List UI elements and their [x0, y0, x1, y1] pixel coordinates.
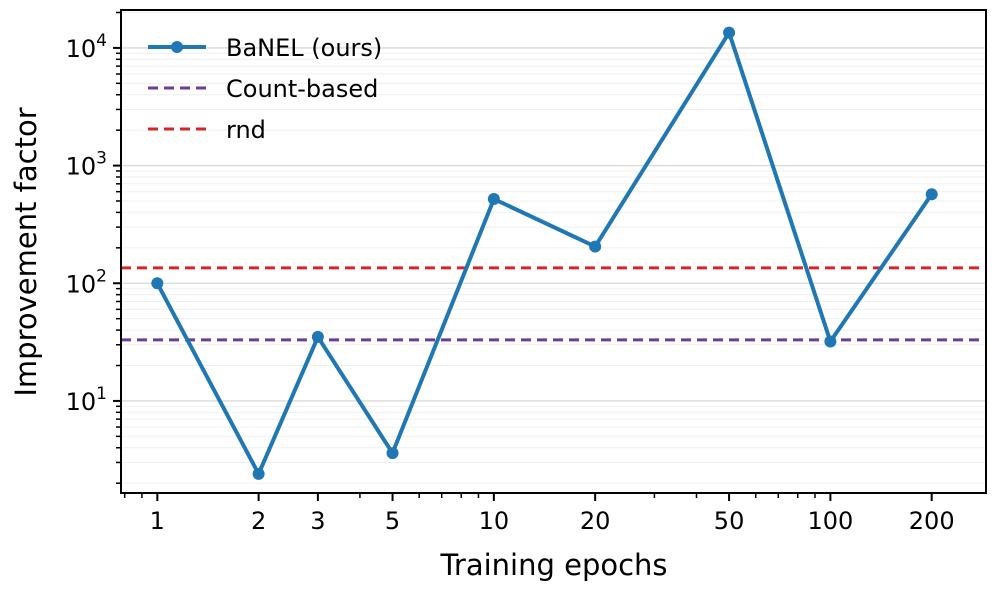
y-tick-label: 102 [66, 266, 107, 298]
x-axis-label: Training epochs [439, 548, 667, 582]
banel-point [589, 240, 602, 253]
y-axis-label: Improvement factor [9, 107, 43, 396]
y-axis: 101 102 103 104 [66, 11, 121, 484]
legend-banel-marker [171, 41, 183, 53]
legend-count-based-label: Count-based [226, 75, 378, 103]
x-tick-label: 50 [714, 507, 745, 535]
legend-rnd-label: rnd [226, 116, 266, 144]
reference-lines [121, 266, 986, 342]
x-tick-label: 2 [251, 507, 266, 535]
y-tick-label: 101 [66, 384, 107, 416]
x-tick-label: 3 [310, 507, 325, 535]
legend: BaNEL (ours) Count-based rnd [148, 34, 382, 144]
plot-frame [120, 9, 987, 494]
legend-banel-label: BaNEL (ours) [226, 34, 382, 62]
banel-point [151, 277, 164, 290]
banel-point [487, 193, 500, 206]
banel-point [925, 188, 938, 201]
x-tick-label: 1 [150, 507, 165, 535]
x-tick-label: 200 [909, 507, 955, 535]
banel-point [252, 467, 265, 480]
x-axis: 1 2 3 5 10 20 50 100 200 [123, 493, 955, 535]
banel-series [151, 26, 938, 480]
banel-point [311, 330, 324, 343]
y-tick-label: 103 [66, 149, 107, 181]
banel-point [386, 447, 399, 460]
x-tick-label: 5 [385, 507, 400, 535]
x-tick-label: 100 [807, 507, 853, 535]
banel-point [723, 26, 736, 39]
y-tick-label: 104 [66, 31, 107, 63]
x-tick-label: 10 [479, 507, 510, 535]
grid [121, 11, 986, 484]
x-tick-label: 20 [580, 507, 611, 535]
banel-point [824, 335, 837, 348]
